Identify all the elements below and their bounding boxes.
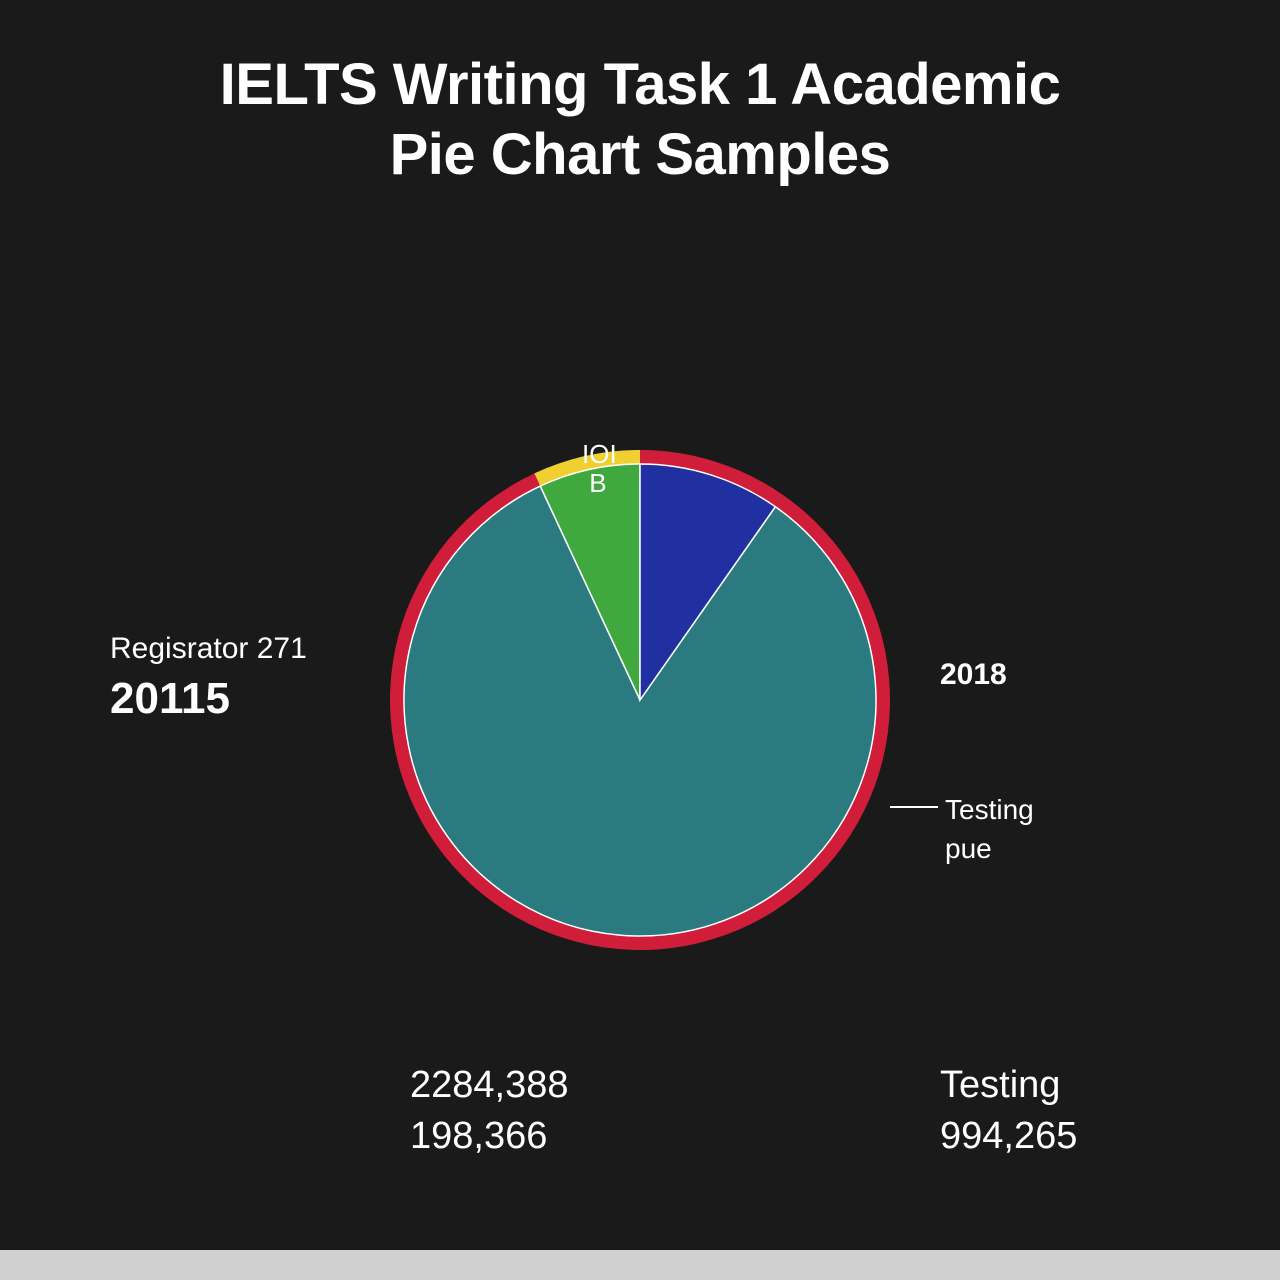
pie-chart (390, 450, 890, 950)
bottom-right-figures: Testing 994,265 (940, 1060, 1077, 1163)
chart-title: IELTS Writing Task 1 Academic Pie Chart … (0, 50, 1280, 189)
right-side-line1: Testing (945, 794, 1034, 825)
pie-svg (390, 450, 890, 950)
left-label-line1: Regisrator 271 (110, 632, 307, 666)
bottom-strip (0, 1250, 1280, 1280)
bottom-right-2: 994,265 (940, 1115, 1077, 1157)
title-line-2: Pie Chart Samples (390, 122, 891, 187)
right-year-label: 2018 (940, 658, 1007, 692)
callout-line (890, 806, 938, 808)
top-label-1: IOI (582, 439, 617, 469)
top-label-2: B (589, 468, 606, 498)
right-side-line2: pue (945, 833, 992, 864)
title-line-1: IELTS Writing Task 1 Academic (220, 52, 1061, 117)
left-label-line2: 20115 (110, 674, 307, 724)
left-label: Regisrator 271 20115 (110, 632, 307, 724)
bottom-right-1: Testing (940, 1064, 1060, 1106)
right-side-label: Testing pue (945, 790, 1034, 868)
bottom-center-figures: 2284,388 198,366 (410, 1060, 569, 1163)
bottom-center-2: 198,366 (410, 1115, 547, 1157)
slice-label-top: IOI B (582, 440, 617, 497)
bottom-center-1: 2284,388 (410, 1064, 569, 1106)
